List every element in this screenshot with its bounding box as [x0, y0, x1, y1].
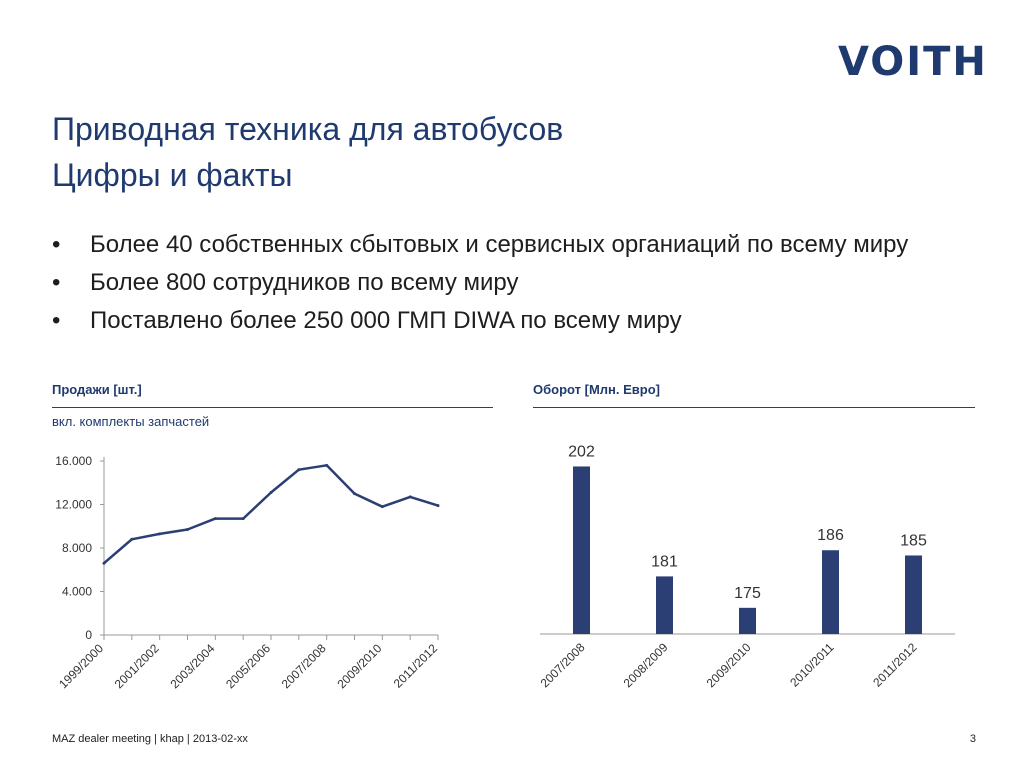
y-tick-label: 16.000 [55, 454, 92, 468]
x-tick-label: 2007/2008 [279, 641, 329, 691]
data-point [408, 495, 412, 499]
x-tick-label: 2008/2009 [621, 640, 671, 690]
x-tick-label: 2009/2010 [704, 640, 754, 690]
data-point [130, 537, 134, 541]
y-tick-label: 8.000 [62, 541, 92, 555]
bullet-list: • Более 40 собственных сбытовых и сервис… [52, 226, 952, 340]
sales-panel-rule [52, 407, 493, 408]
y-tick-label: 12.000 [55, 498, 92, 512]
bullet-item: • Более 800 сотрудников по всему миру [52, 264, 952, 302]
footer-text: MAZ dealer meeting | khap | 2013-02-xx [52, 733, 248, 745]
bar-data-label: 202 [568, 443, 595, 460]
data-point [241, 517, 245, 521]
x-tick-label: 2011/2012 [391, 641, 441, 691]
data-point [353, 492, 356, 496]
x-tick-label: 2010/2011 [787, 640, 837, 690]
data-point [213, 517, 217, 521]
bullet-text: Поставлено более 250 000 ГМП DIWA по все… [90, 307, 682, 334]
title-line-1: Приводная техника для автобусов [52, 111, 564, 147]
bullet-text: Более 40 собственных сбытовых и сервисны… [90, 231, 909, 258]
data-point [325, 463, 329, 467]
x-tick-label: 1999/2000 [56, 641, 106, 691]
x-tick-label: 2001/2002 [112, 641, 162, 691]
voith-logo: VOITH [838, 39, 988, 85]
bullet-marker: • [52, 269, 61, 296]
sales-panel-subtitle: вкл. комплекты запчастей [52, 414, 210, 429]
y-tick-label: 0 [85, 628, 92, 642]
data-point [297, 468, 301, 472]
turnover-panel-title: Оборот [Млн. Евро] [533, 382, 660, 397]
x-tick-label: 2009/2010 [334, 641, 384, 691]
turnover-bar-chart: 202 2007/2008 181 2008/2009 175 2009/2010 186 2… [538, 443, 955, 690]
turnover-bar [822, 550, 839, 634]
bullet-text: Более 800 сотрудников по всему миру [90, 269, 519, 296]
x-tick-label: 2003/2004 [167, 641, 217, 691]
bullet-item: • Поставлено более 250 000 ГМП DIWA по в… [52, 302, 952, 340]
turnover-bar [656, 576, 673, 634]
bar-data-label: 185 [900, 532, 927, 549]
data-point [380, 505, 384, 509]
data-point [186, 528, 189, 532]
sales-panel-title: Продажи [шт.] [52, 382, 142, 397]
x-tick-label: 2011/2012 [870, 640, 920, 690]
x-tick-label: 2007/2008 [538, 640, 588, 690]
turnover-bar [905, 555, 922, 634]
bullet-marker: • [52, 231, 61, 258]
data-point [102, 561, 106, 565]
turnover-bar [739, 607, 756, 634]
data-point [269, 491, 273, 495]
turnover-panel-rule [533, 407, 975, 408]
bar-data-label: 181 [651, 553, 678, 570]
bullet-marker: • [52, 307, 61, 334]
data-point [436, 504, 440, 508]
sales-line-chart: 0 4.000 8.000 12.000 16.000 1999/2000 2001/200… [55, 454, 441, 691]
page-title: Приводная техника для автобусов Цифры и … [52, 106, 952, 198]
bar-data-label: 186 [817, 527, 844, 544]
bar-data-label: 175 [734, 585, 761, 602]
y-tick-label: 4.000 [62, 585, 92, 599]
sales-series-line [103, 464, 439, 565]
data-point [158, 532, 162, 536]
x-tick-label: 2005/2006 [223, 641, 273, 691]
bullet-item: • Более 40 собственных сбытовых и сервис… [52, 226, 952, 264]
turnover-bar [573, 466, 590, 634]
page-number: 3 [969, 733, 976, 745]
title-line-2: Цифры и факты [52, 157, 293, 193]
